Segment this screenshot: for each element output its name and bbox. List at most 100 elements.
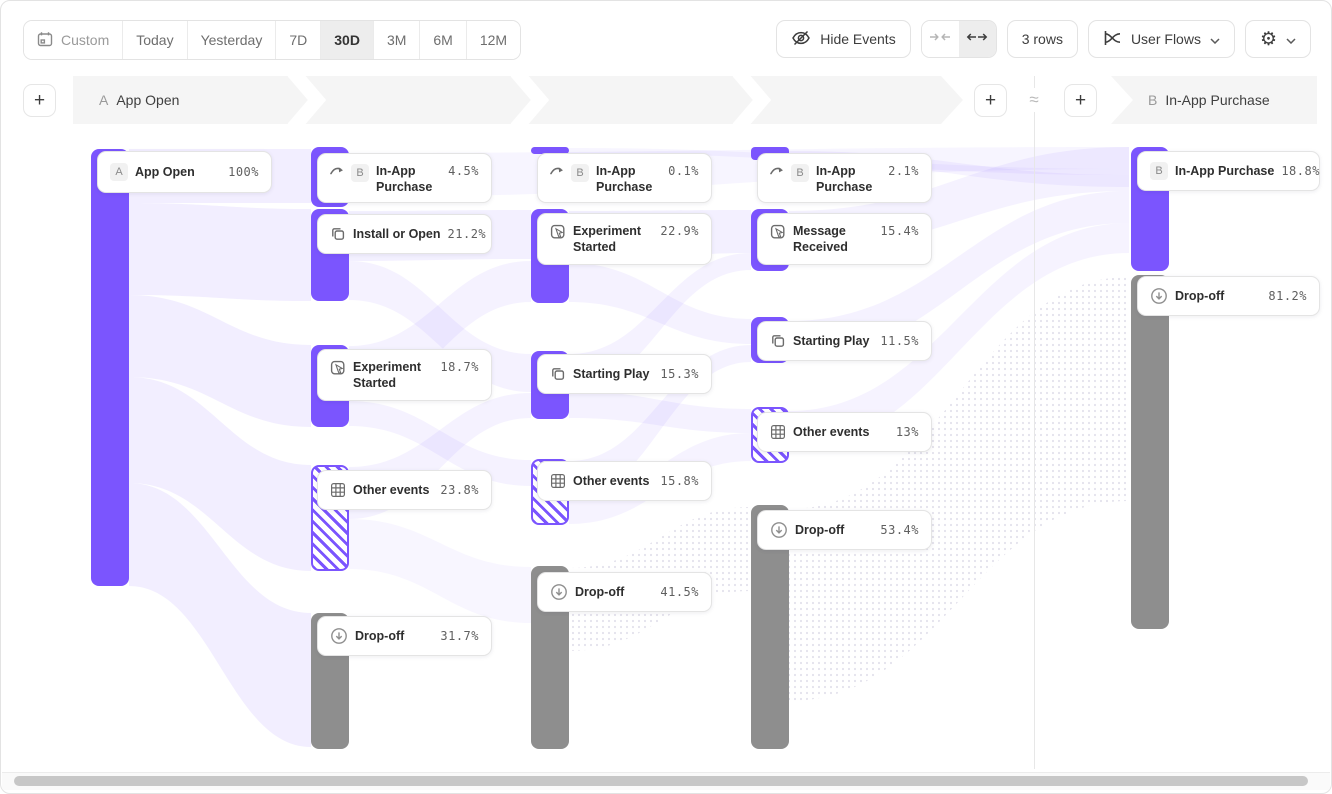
flow-node-step-2-4[interactable]: Drop-off 31.7% (317, 616, 492, 656)
date-range-7d[interactable]: 7D (276, 21, 322, 59)
flow-ribbon (129, 377, 311, 571)
node-label: In-App Purchase (376, 164, 433, 195)
node-label: In-App Purchase (1175, 163, 1275, 178)
flow-bar-target-1[interactable] (1131, 275, 1169, 629)
flow-node-step-3-2[interactable]: Starting Play 15.3% (537, 354, 712, 394)
flow-node-step-3-4[interactable]: Drop-off 41.5% (537, 572, 712, 612)
date-range-group: Custom Today Yesterday 7D 30D 3M 6M 12M (23, 20, 522, 60)
top-toolbar: Custom Today Yesterday 7D 30D 3M 6M 12M … (1, 1, 1331, 63)
flow-node-step-2-0[interactable]: B In-App Purchase 4.5% (317, 153, 492, 203)
flow-bar-step-3-0[interactable] (531, 147, 569, 154)
node-label: Other events (793, 424, 870, 439)
flow-node-step-2-3[interactable]: Other events 23.8% (317, 470, 492, 510)
flow-node-target-0[interactable]: B In-App Purchase 18.8% (1137, 151, 1320, 191)
date-range-3m[interactable]: 3M (373, 21, 421, 59)
add-step-start-button[interactable]: + (23, 84, 56, 117)
node-label: Drop-off (1175, 288, 1225, 303)
flow-ribbon (129, 483, 311, 747)
node-value: 81.2% (1268, 289, 1307, 303)
node-label: Starting Play (793, 333, 870, 348)
flow-node-step-4-1[interactable]: Message Received 15.4% (757, 213, 932, 265)
flow-ribbon (349, 519, 531, 623)
node-value: 21.2% (447, 227, 487, 241)
experiment-icon (770, 224, 786, 240)
hide-events-label: Hide Events (820, 31, 896, 47)
date-range-6m[interactable]: 6M (420, 21, 467, 59)
node-label: Experiment Started (573, 224, 642, 255)
step-badge: B (571, 164, 589, 182)
step-badge: B (351, 164, 369, 182)
expand-icon (966, 30, 988, 48)
flow-ribbon (569, 391, 751, 433)
rows-button[interactable]: 3 rows (1006, 20, 1078, 58)
dropoff-icon (550, 583, 568, 601)
copy-icon (550, 366, 566, 382)
rows-label: 3 rows (1021, 31, 1063, 47)
add-step-end-button[interactable]: + (1064, 84, 1097, 117)
flow-node-step-1-0[interactable]: A App Open 100% (97, 151, 272, 193)
step-badge: B (1150, 162, 1168, 180)
width-toggle-group (920, 20, 997, 58)
flow-node-step-3-3[interactable]: Other events 15.8% (537, 461, 712, 501)
node-label: Install or Open (353, 226, 441, 241)
node-label: Drop-off (355, 628, 405, 643)
flow-ribbon (129, 203, 311, 301)
date-range-30d[interactable]: 30D (321, 21, 374, 59)
date-range-label: Custom (61, 32, 110, 48)
grid-icon (550, 473, 566, 489)
flow-node-step-2-1[interactable]: Install or Open 21.2% (317, 214, 492, 254)
date-range-today[interactable]: Today (123, 21, 188, 59)
skip-arrow-icon (550, 164, 564, 176)
flow-node-step-4-2[interactable]: Starting Play 11.5% (757, 321, 932, 361)
target-column-divider (1034, 76, 1035, 769)
flow-node-step-4-0[interactable]: B In-App Purchase 2.1% (757, 153, 932, 203)
node-value: 23.8% (440, 483, 479, 497)
flow-bar-step-1-0[interactable] (91, 149, 129, 586)
date-range-custom[interactable]: Custom (24, 21, 124, 59)
flow-node-step-3-0[interactable]: B In-App Purchase 0.1% (537, 153, 712, 203)
node-value: 11.5% (880, 334, 919, 348)
node-value: 22.9% (660, 224, 699, 238)
date-range-yesterday[interactable]: Yesterday (187, 21, 277, 59)
horizontal-scrollbar[interactable] (2, 772, 1330, 790)
node-value: 31.7% (440, 629, 479, 643)
flow-node-step-2-2[interactable]: Experiment Started 18.7% (317, 349, 492, 401)
grid-icon (330, 482, 346, 498)
view-type-dropdown[interactable]: User Flows (1087, 20, 1235, 58)
collapse-columns-button[interactable] (921, 21, 959, 57)
end-event-label: B In-App Purchase (1148, 92, 1270, 108)
view-type-label: User Flows (1130, 31, 1201, 47)
node-label: Other events (573, 473, 650, 488)
node-label: Starting Play (573, 366, 650, 381)
node-value: 15.8% (660, 474, 699, 488)
dropoff-icon (1150, 287, 1168, 305)
plus-icon: + (33, 89, 46, 111)
start-event-band[interactable]: A App Open (73, 76, 963, 124)
flow-node-step-3-1[interactable]: Experiment Started 22.9% (537, 213, 712, 265)
node-value: 18.8% (1281, 164, 1320, 178)
flow-node-step-4-3[interactable]: Other events 13% (757, 412, 932, 452)
add-step-middle-button[interactable]: + (974, 84, 1007, 117)
step-badge: B (791, 164, 809, 182)
copy-icon (330, 226, 346, 242)
dropoff-icon (330, 627, 348, 645)
toolbar-right: Hide Events (776, 20, 1311, 58)
chevron-down-icon (1286, 31, 1296, 47)
end-event-band[interactable]: B In-App Purchase (1111, 76, 1317, 124)
flow-node-step-4-4[interactable]: Drop-off 53.4% (757, 510, 932, 550)
settings-dropdown[interactable]: ⚙ (1244, 20, 1311, 58)
flow-ribbon (789, 191, 1129, 359)
node-label: Drop-off (795, 522, 845, 537)
flow-node-target-1[interactable]: Drop-off 81.2% (1137, 276, 1320, 316)
experiment-icon (330, 360, 346, 376)
scrollbar-thumb[interactable] (14, 776, 1308, 786)
gear-icon: ⚙ (1259, 28, 1277, 50)
date-range-12m[interactable]: 12M (466, 21, 521, 59)
expand-columns-button[interactable] (958, 21, 996, 57)
node-label: In-App Purchase (596, 164, 653, 195)
node-value: 0.1% (668, 164, 699, 178)
grid-icon (770, 424, 786, 440)
node-value: 100% (228, 165, 259, 179)
hide-events-button[interactable]: Hide Events (776, 20, 911, 58)
